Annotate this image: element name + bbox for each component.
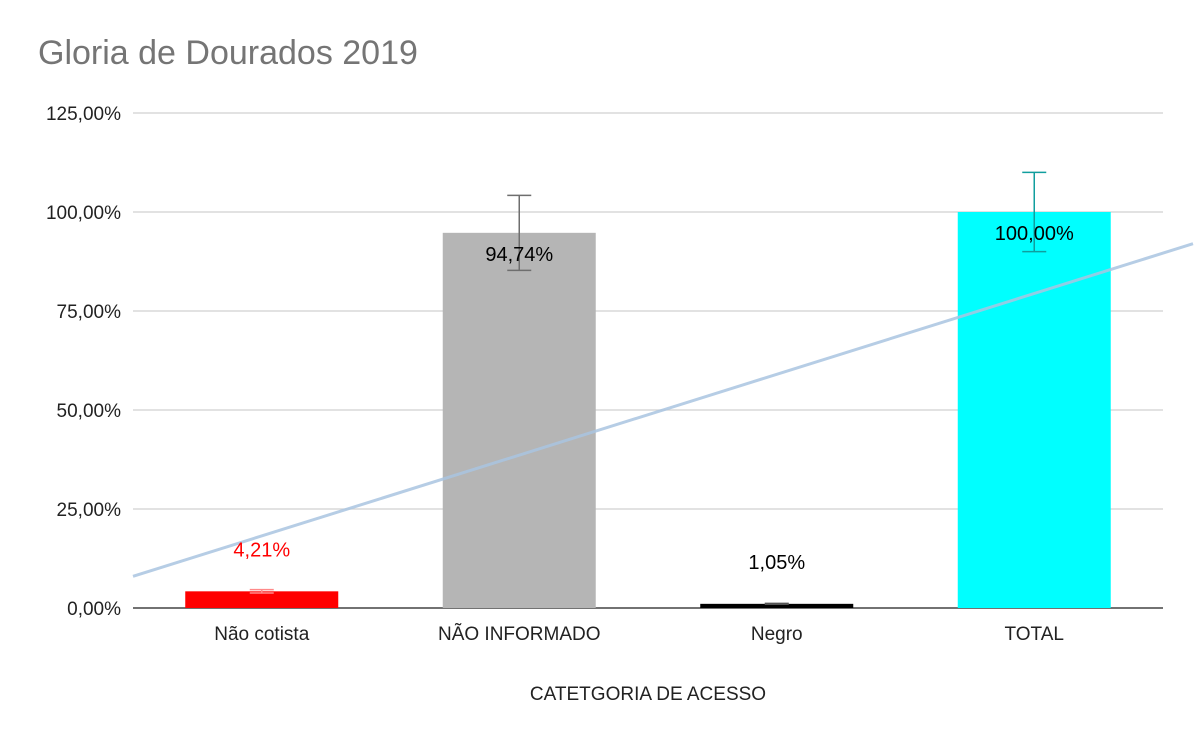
chart-title: Gloria de Dourados 2019 bbox=[38, 34, 418, 72]
y-tick-label: 100,00% bbox=[46, 203, 121, 224]
error-bars bbox=[249, 171, 1047, 606]
x-axis-category-labels: Não cotista NÃO INFORMADO Negro TOTAL bbox=[214, 623, 1064, 645]
x-axis-title: CATETGORIA DE ACESSO bbox=[530, 684, 766, 705]
y-axis-tick-labels: 0,00% 25,00% 50,00% 75,00% 100,00% 125,00% bbox=[46, 104, 121, 620]
trendline-layer bbox=[132, 242, 1194, 578]
data-labels: 4,21% 94,74% 1,05% 100,00% bbox=[233, 223, 1074, 574]
data-label: 94,74% bbox=[485, 244, 553, 266]
category-label: NÃO INFORMADO bbox=[438, 623, 601, 645]
category-label: TOTAL bbox=[1005, 624, 1064, 645]
y-tick-label: 75,00% bbox=[57, 302, 122, 323]
bar bbox=[957, 212, 1111, 608]
bar bbox=[185, 591, 339, 608]
data-label: 4,21% bbox=[233, 539, 290, 561]
category-label: Não cotista bbox=[214, 624, 309, 645]
y-tick-label: 0,00% bbox=[67, 599, 121, 620]
bar bbox=[700, 603, 854, 608]
y-tick-label: 125,00% bbox=[46, 104, 121, 125]
trendline bbox=[132, 242, 1194, 578]
data-label: 1,05% bbox=[748, 552, 805, 574]
data-label: 100,00% bbox=[995, 223, 1074, 245]
bar bbox=[442, 232, 596, 609]
y-tick-label: 25,00% bbox=[57, 500, 122, 521]
category-label: Negro bbox=[751, 624, 803, 645]
y-tick-label: 50,00% bbox=[57, 401, 122, 422]
